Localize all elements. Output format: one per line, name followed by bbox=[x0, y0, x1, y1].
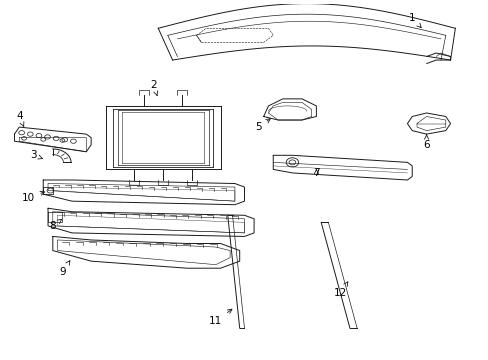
Text: 6: 6 bbox=[423, 134, 429, 150]
Text: 12: 12 bbox=[333, 282, 347, 298]
Text: 7: 7 bbox=[312, 168, 319, 178]
Text: 5: 5 bbox=[255, 119, 270, 132]
Text: 4: 4 bbox=[16, 112, 24, 127]
Text: 1: 1 bbox=[408, 13, 420, 28]
Text: 2: 2 bbox=[150, 80, 157, 95]
Text: 3: 3 bbox=[30, 150, 42, 160]
Text: 11: 11 bbox=[209, 309, 231, 326]
Text: 9: 9 bbox=[59, 261, 70, 277]
Text: 10: 10 bbox=[22, 192, 44, 203]
Text: 8: 8 bbox=[49, 219, 61, 231]
